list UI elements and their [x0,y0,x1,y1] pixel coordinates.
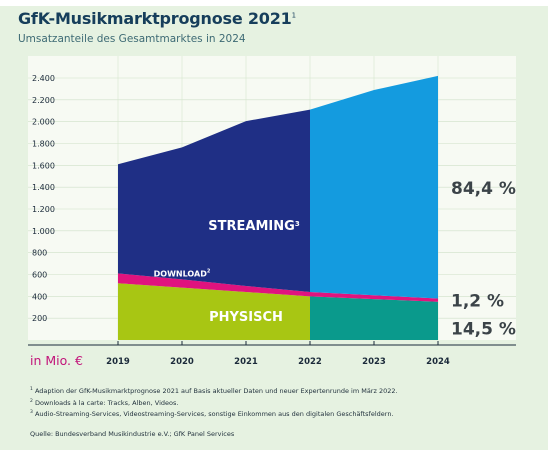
title-footnote-mark: 1 [291,11,296,20]
top-rule [0,0,548,6]
x-tick-label: 2019 [106,357,130,367]
y-tick-label: 2.000 [32,118,55,127]
y-tick-label: 200 [32,314,47,323]
y-tick-label: 800 [32,249,47,258]
share-label-streaming: 84,4 % [451,179,516,199]
x-tick-label: 2023 [362,357,386,367]
area-streaming [118,109,310,292]
area-physisch-forecast [310,296,438,340]
area-chart: 200 400 600 800 1.000 1.200 1.400 1.600 1.800 2.0… [28,56,516,368]
share-label-download: 1,2 % [451,292,504,312]
area-physisch [118,283,310,340]
x-tick-label: 2021 [234,357,258,367]
series-label-physisch: PHYSISCH [209,310,283,325]
y-tick-label: 2.400 [32,74,55,83]
area-download [118,273,438,302]
share-label-physisch: 14,5 % [451,319,516,339]
x-tick-label: 2024 [426,357,450,367]
unit-label: in Mio. € [30,353,83,368]
series-label-streaming: STREAMING3 [208,219,300,234]
y-tick-label: 1.600 [32,161,55,170]
footnote-1: 1 Adaption der GfK-Musikmarktprognose 20… [30,387,398,396]
y-tick-label: 1.400 [32,183,55,192]
y-tick-label: 1.800 [32,140,55,149]
x-tick-label: 2020 [170,357,194,367]
y-tick-label: 1.000 [32,227,55,236]
x-tick-label: 2022 [298,357,322,367]
series-label-download: DOWNLOAD2 [154,268,211,278]
footnote-2: 2 Downloads à la carte: Tracks, Alben, V… [30,398,179,407]
y-tick-label: 2.200 [32,96,55,105]
source-note: Quelle: Bundesverband Musikindustrie e.V… [30,430,235,438]
footnotes: 1 Adaption der GfK-Musikmarktprognose 20… [30,385,398,420]
y-tick-label: 1.200 [32,205,55,214]
y-tick-label: 600 [32,271,47,280]
chart-title: GfK-Musikmarktprognose 20211 [18,9,296,28]
footnote-3: 3 Audio-Streaming-Services, Videostreami… [30,410,394,419]
y-tick-label: 400 [32,292,47,301]
chart-subtitle: Umsatzanteile des Gesamtmarktes in 2024 [18,33,246,45]
area-streaming-forecast [310,75,438,299]
